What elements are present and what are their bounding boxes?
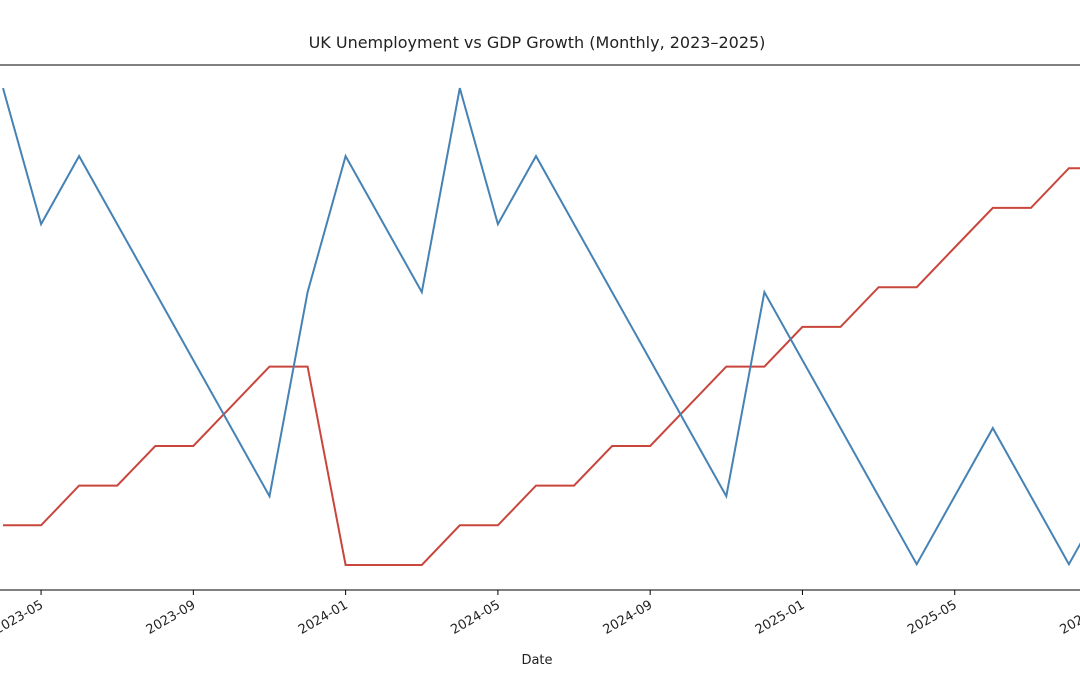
x-tick-label: 2025-05 — [905, 598, 960, 638]
x-tick-label: 2024-01 — [296, 598, 351, 638]
series-line — [3, 167, 1080, 566]
x-tick-label: 2023-09 — [144, 598, 199, 638]
x-tick-label: 2025-09 — [1057, 598, 1080, 638]
x-tick-label: 2025-01 — [753, 598, 808, 638]
x-tick-label: 2024-05 — [448, 598, 503, 638]
series-line — [2, 87, 1080, 567]
x-axis-label: Date — [521, 653, 552, 668]
x-tick-label: 2024-09 — [601, 598, 656, 638]
plot-area — [2, 87, 1080, 567]
chart-title: UK Unemployment vs GDP Growth (Monthly, … — [309, 33, 766, 52]
x-tick-label: 2023-05 — [0, 598, 46, 638]
